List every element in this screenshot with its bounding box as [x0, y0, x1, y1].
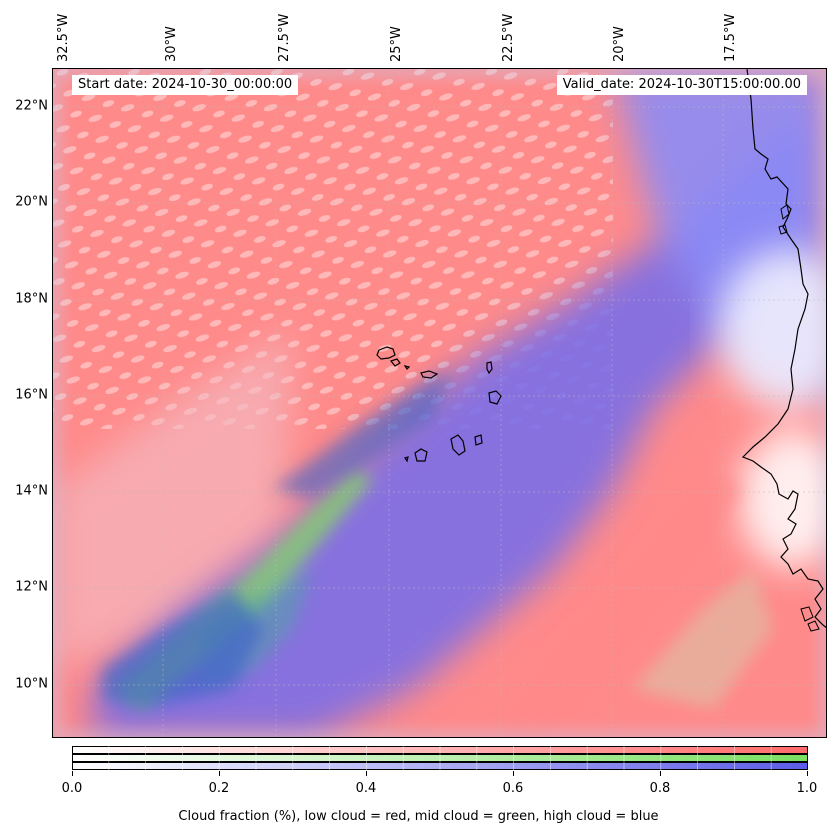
lon-label-30w: 30°W	[164, 26, 179, 62]
map-canvas	[53, 69, 826, 737]
colorbar-tick-label: 1.0	[796, 781, 818, 796]
cape-verde-islands	[376, 346, 502, 463]
lat-label-22n: 22°N	[15, 98, 48, 114]
coastal-islands	[778, 204, 820, 632]
colorbar-tick-label: 0.6	[502, 781, 524, 796]
lat-label-12n: 12°N	[15, 579, 48, 595]
lat-label-18n: 18°N	[15, 291, 48, 307]
coastline	[741, 69, 826, 629]
valid-date-label: Valid_date: 2024-10-30T15:00:00.00	[556, 75, 807, 95]
pale-region-lower-left	[53, 329, 293, 669]
lat-label-10n: 10°N	[15, 676, 48, 692]
lon-label-20w: 20°W	[612, 26, 627, 62]
colorbar-tick-label: 0.2	[208, 781, 230, 796]
colorbar-low-cloud	[72, 746, 808, 754]
lon-label-32-5w: 32.5°W	[56, 13, 71, 62]
colorbar-mid-cloud	[72, 754, 808, 762]
start-date-label: Start date: 2024-10-30_00:00:00	[72, 75, 299, 95]
colorbar-tick-label: 0.4	[355, 781, 377, 796]
colorbar-label: Cloud fraction (%), low cloud = red, mid…	[178, 809, 659, 824]
lon-label-22-5w: 22.5°W	[501, 13, 516, 62]
colorbar-high-cloud	[72, 762, 808, 770]
colorbar-tickmark	[219, 771, 220, 776]
lat-label-16n: 16°N	[15, 387, 48, 403]
colorbar-tickmark	[366, 771, 367, 776]
colorbar-tickmark	[660, 771, 661, 776]
colorbar-tick-label: 0.0	[61, 781, 83, 796]
colorbar-tickmark	[807, 771, 808, 776]
cloud-fraction-map	[52, 68, 827, 738]
colorbar-tickmark	[72, 771, 73, 776]
high-cloud-patch	[103, 369, 453, 709]
lat-label-20n: 20°N	[15, 194, 48, 210]
lon-label-17-5w: 17.5°W	[723, 13, 738, 62]
graticule	[53, 69, 826, 737]
low-cloud-streaks	[494, 469, 773, 737]
lat-label-14n: 14°N	[15, 483, 48, 499]
colorbar-tickmark	[513, 771, 514, 776]
lon-label-27-5w: 27.5°W	[277, 13, 292, 62]
lon-label-25w: 25°W	[389, 26, 404, 62]
clear-coastal-area	[718, 249, 826, 569]
colorbar-tick-label: 0.8	[649, 781, 671, 796]
